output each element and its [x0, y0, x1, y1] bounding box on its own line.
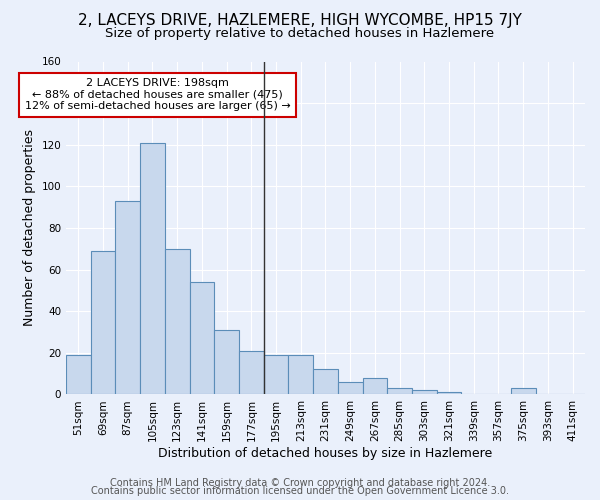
Bar: [190, 282, 214, 395]
X-axis label: Distribution of detached houses by size in Hazlemere: Distribution of detached houses by size …: [158, 447, 493, 460]
Bar: [239, 351, 263, 395]
Bar: [437, 392, 461, 394]
Bar: [412, 390, 437, 394]
Bar: [140, 142, 165, 394]
Bar: [289, 355, 313, 395]
Bar: [338, 382, 362, 394]
Text: Size of property relative to detached houses in Hazlemere: Size of property relative to detached ho…: [106, 28, 494, 40]
Bar: [387, 388, 412, 394]
Text: 2 LACEYS DRIVE: 198sqm
← 88% of detached houses are smaller (475)
12% of semi-de: 2 LACEYS DRIVE: 198sqm ← 88% of detached…: [25, 78, 290, 112]
Bar: [362, 378, 387, 394]
Text: Contains public sector information licensed under the Open Government Licence 3.: Contains public sector information licen…: [91, 486, 509, 496]
Bar: [511, 388, 536, 394]
Bar: [91, 251, 115, 394]
Text: Contains HM Land Registry data © Crown copyright and database right 2024.: Contains HM Land Registry data © Crown c…: [110, 478, 490, 488]
Bar: [263, 355, 289, 395]
Bar: [313, 370, 338, 394]
Bar: [214, 330, 239, 394]
Bar: [66, 355, 91, 395]
Text: 2, LACEYS DRIVE, HAZLEMERE, HIGH WYCOMBE, HP15 7JY: 2, LACEYS DRIVE, HAZLEMERE, HIGH WYCOMBE…: [78, 12, 522, 28]
Bar: [165, 249, 190, 394]
Y-axis label: Number of detached properties: Number of detached properties: [23, 130, 36, 326]
Bar: [115, 201, 140, 394]
